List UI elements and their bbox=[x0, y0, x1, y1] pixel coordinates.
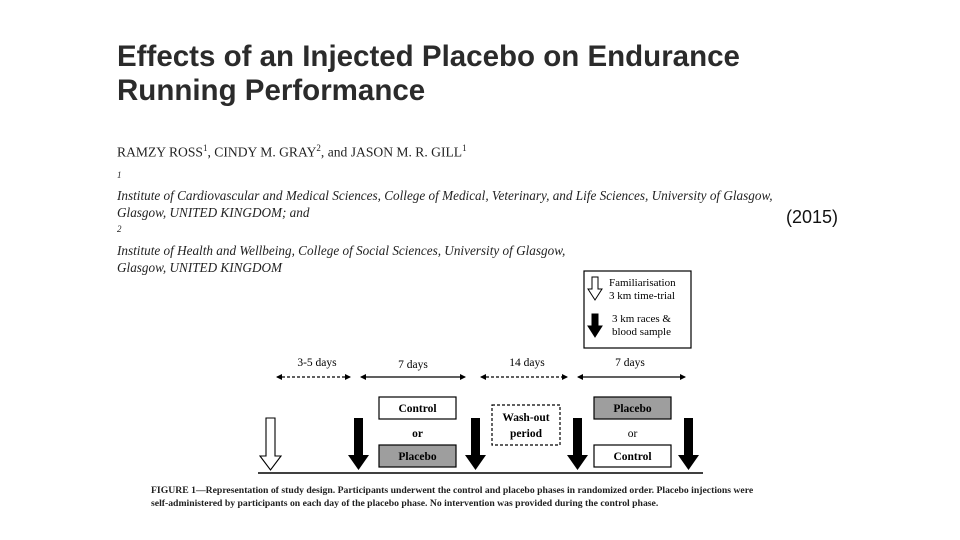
period-label-7-days-first: 7 days bbox=[398, 359, 428, 371]
title-line-2: Running Performance bbox=[117, 74, 426, 107]
washout-box bbox=[491, 404, 561, 446]
author-gill-affil: 1 bbox=[462, 143, 467, 153]
race-filled-arrow-3-icon bbox=[567, 418, 588, 470]
familiarisation-hollow-arrow-icon bbox=[258, 417, 283, 471]
phase1-control-label: Control bbox=[398, 403, 436, 415]
affiliation-2-marker: 2 bbox=[117, 224, 122, 235]
affiliations: 1 Institute of Cardiovascular and Medical… bbox=[117, 167, 877, 276]
legend-time-trial: 3 km time-trial bbox=[609, 290, 675, 302]
legend-races: 3 km races & bbox=[612, 313, 671, 325]
race-filled-arrow-4-icon bbox=[678, 418, 699, 470]
author-gray-affil: 2 bbox=[316, 143, 321, 153]
figure-caption: FIGURE 1—Representation of study design.… bbox=[151, 485, 753, 510]
phase1-placebo-box bbox=[378, 444, 457, 468]
affiliation-line-2: Glasgow, UNITED KINGDOM; and 2 Institute … bbox=[117, 205, 566, 258]
phase1-control-box bbox=[378, 396, 457, 420]
phase1-placebo-label: Placebo bbox=[398, 451, 437, 463]
author-gray: , CINDY M. GRAY bbox=[207, 144, 317, 160]
affiliation-1-marker: 1 bbox=[117, 170, 122, 180]
legend-blood-sample: blood sample bbox=[612, 326, 671, 338]
paper-title: Effects of an Injected Placebo on Endura… bbox=[117, 40, 877, 108]
period-label-7-days-second: 7 days bbox=[615, 357, 645, 369]
period-label-14-days: 14 days bbox=[509, 357, 545, 369]
affiliation-line-1: 1 Institute of Cardiovascular and Medical… bbox=[117, 170, 773, 204]
phase2-control-box bbox=[593, 444, 672, 468]
legend-box bbox=[583, 270, 692, 349]
legend-hollow-arrow-icon bbox=[587, 276, 603, 301]
author-ross: RAMZY ROSS bbox=[117, 144, 203, 160]
author-ross-affil: 1 bbox=[203, 143, 208, 153]
caption-line-1: FIGURE 1—Representation of study design.… bbox=[151, 485, 754, 496]
author-gill: , and JASON M. R. GILL bbox=[320, 144, 463, 160]
phase2-placebo-label: Placebo bbox=[613, 403, 652, 415]
race-filled-arrow-1-icon bbox=[348, 418, 369, 470]
caption-line-2: self-administered by participants on eac… bbox=[151, 497, 659, 509]
author-list: RAMZY ROSS1, CINDY M. GRAY2, and JASON M… bbox=[117, 143, 467, 161]
publication-year: (2015) bbox=[786, 207, 839, 227]
washout-label-line-2: period bbox=[510, 428, 543, 440]
phase2-or-label: or bbox=[628, 428, 638, 440]
phase1-or-label: or bbox=[412, 428, 423, 440]
legend-filled-arrow-icon bbox=[587, 313, 603, 338]
phase2-control-label: Control bbox=[613, 451, 651, 463]
phase2-placebo-box bbox=[593, 396, 672, 420]
affiliation-line-3: Glasgow, UNITED KINGDOM bbox=[117, 259, 282, 275]
period-label-3-5-days: 3-5 days bbox=[297, 357, 337, 369]
title-line-1: Effects of an Injected Placebo on Endura… bbox=[117, 40, 740, 73]
legend-familiarisation: Familiarisation bbox=[609, 277, 676, 289]
race-filled-arrow-2-icon bbox=[465, 418, 486, 470]
washout-label-line-1: Wash-out bbox=[502, 412, 549, 424]
